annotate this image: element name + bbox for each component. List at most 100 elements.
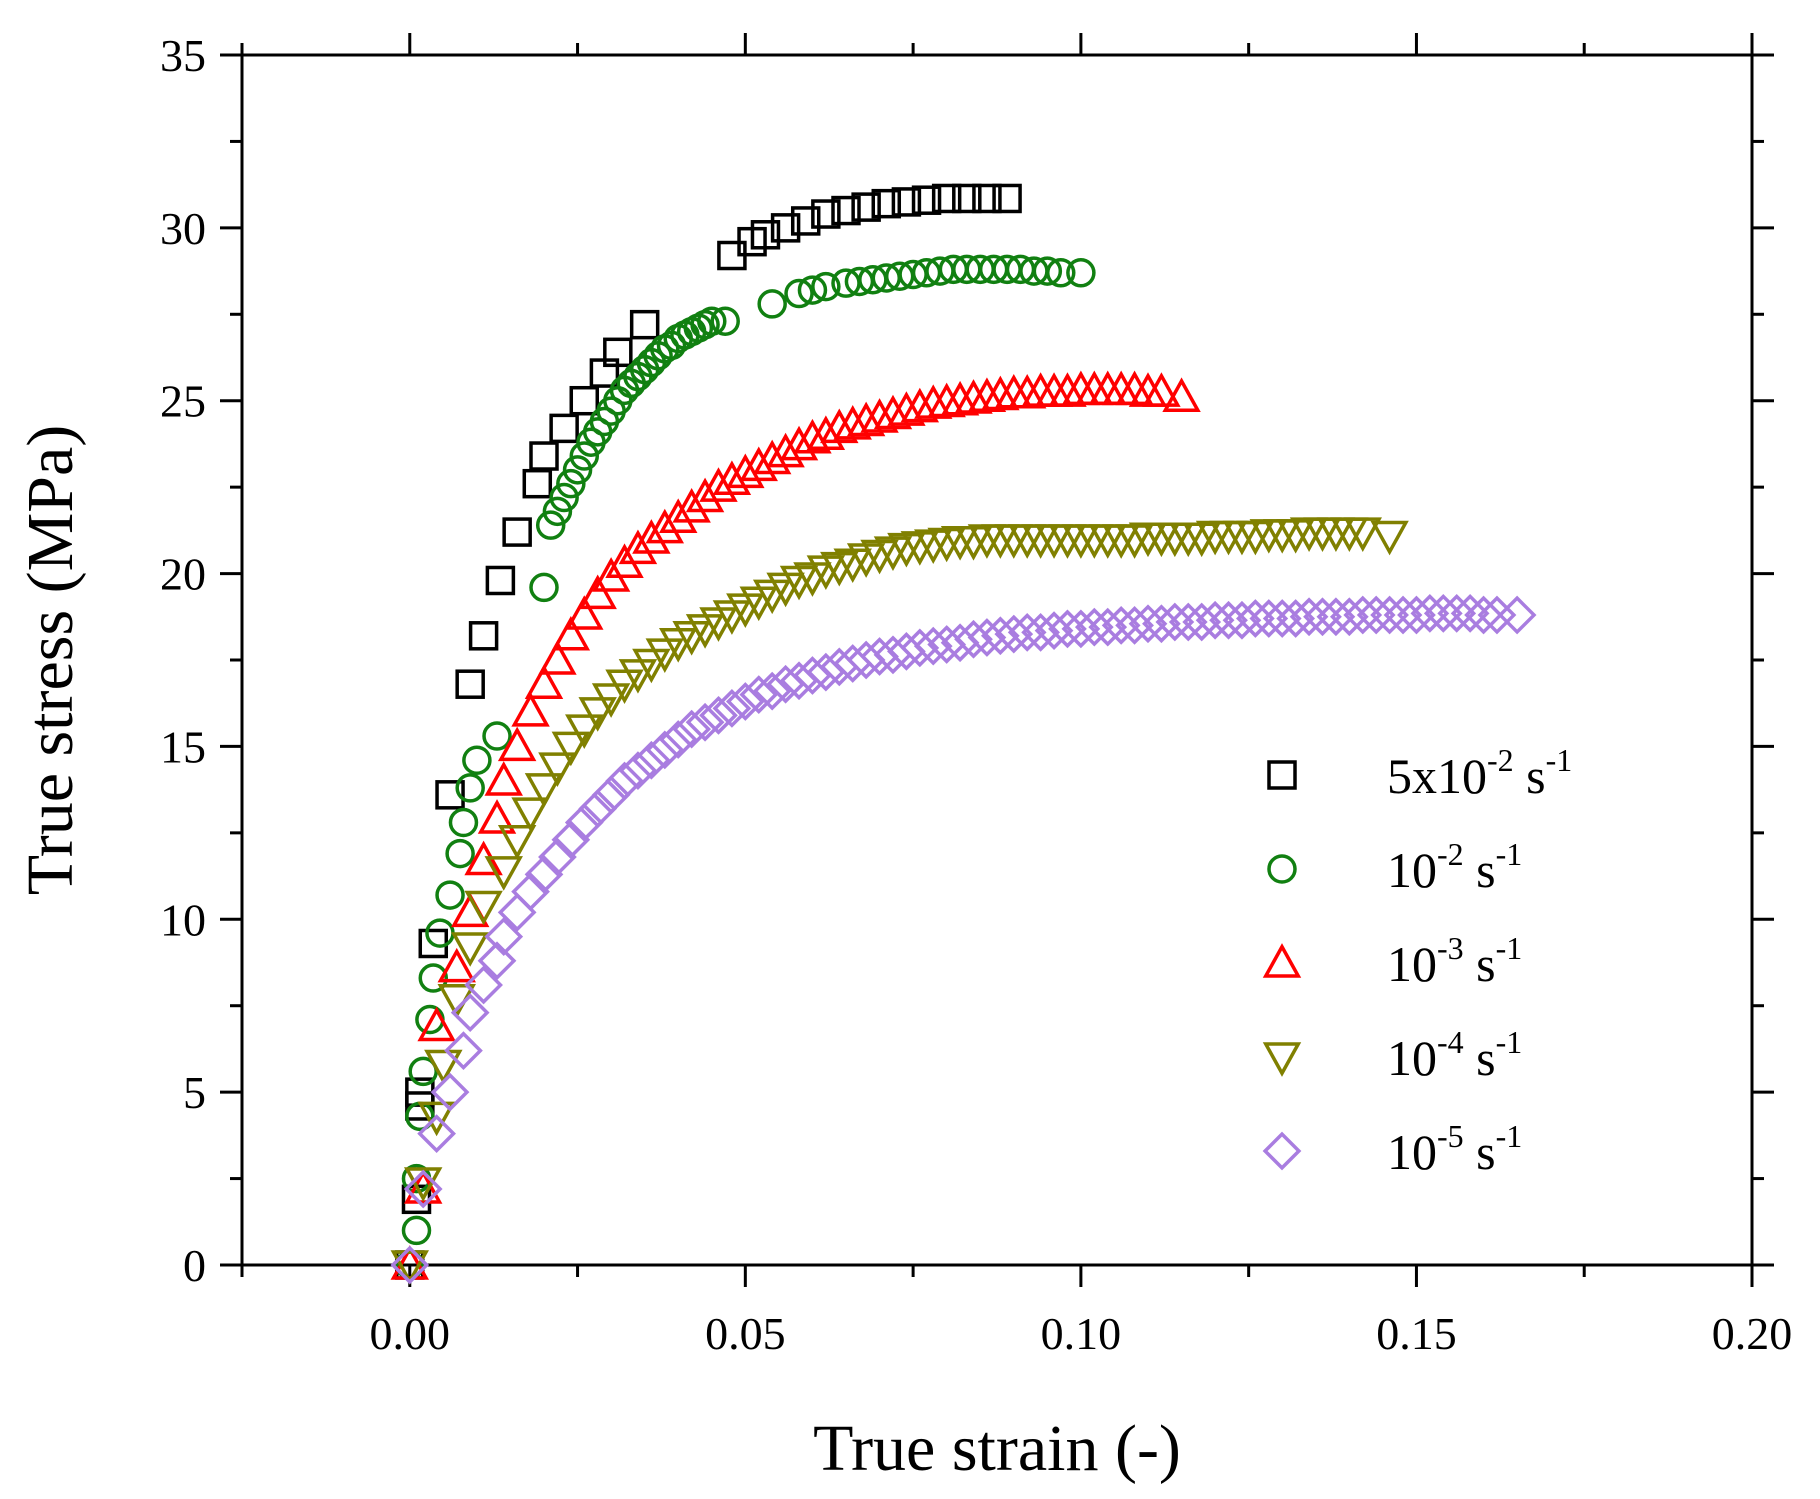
data-point xyxy=(699,467,738,502)
y-tick-label: 20 xyxy=(160,549,206,600)
data-point xyxy=(871,188,902,219)
data-point xyxy=(697,306,727,336)
legend-marker xyxy=(1267,760,1297,790)
legend-marker xyxy=(1267,854,1297,884)
data-point xyxy=(484,856,523,891)
data-point xyxy=(757,289,787,319)
data-point xyxy=(1262,599,1302,638)
data-point xyxy=(790,206,821,236)
data-point xyxy=(435,780,465,810)
data-point xyxy=(417,1006,456,1042)
data-point xyxy=(564,803,604,842)
data-point xyxy=(1046,258,1076,288)
y-tick-label: 0 xyxy=(183,1240,206,1291)
data-point xyxy=(418,963,449,993)
data-point xyxy=(497,825,537,860)
legend-label: 10-3 s-1 xyxy=(1387,930,1522,992)
legend-base: 10 xyxy=(1387,936,1437,992)
data-point xyxy=(833,405,872,440)
data-point xyxy=(448,807,479,838)
data-point xyxy=(1182,602,1222,642)
data-point xyxy=(1343,595,1383,635)
data-point xyxy=(887,391,926,426)
data-point xyxy=(672,709,712,749)
data-point xyxy=(569,385,600,416)
data-point xyxy=(535,510,566,540)
data-point xyxy=(860,398,899,433)
legend-base: 5x10 xyxy=(1387,748,1487,804)
legend-marker xyxy=(1262,943,1302,978)
data-point xyxy=(632,740,671,780)
y-tick-label: 30 xyxy=(160,203,206,254)
data-point xyxy=(725,682,765,721)
data-point xyxy=(1101,606,1141,645)
data-point xyxy=(1155,602,1195,642)
data-point xyxy=(712,689,752,728)
y-axis-title: True stress (MPa) xyxy=(14,425,87,896)
data-point xyxy=(1048,609,1087,649)
data-point xyxy=(685,702,725,742)
data-point xyxy=(497,892,537,932)
data-point xyxy=(820,408,859,444)
data-point xyxy=(403,1167,443,1202)
data-point xyxy=(779,425,819,461)
y-tick-label: 35 xyxy=(160,30,206,81)
data-point xyxy=(1074,607,1114,647)
data-point xyxy=(851,192,881,222)
legend-unit-exponent: -1 xyxy=(1496,836,1523,872)
data-point xyxy=(403,1169,443,1209)
data-point xyxy=(1383,595,1423,635)
data-point xyxy=(455,773,485,803)
data-point xyxy=(484,761,523,796)
legend-exponent: -3 xyxy=(1437,930,1464,966)
legend-unit-exponent: -1 xyxy=(1496,1024,1523,1060)
data-point xyxy=(900,387,940,423)
data-point xyxy=(672,488,711,523)
x-tick-label: 0.05 xyxy=(705,1308,786,1359)
data-point xyxy=(726,453,765,489)
data-point xyxy=(618,751,658,791)
legend-unit-exponent: -1 xyxy=(1496,1118,1523,1154)
data-point xyxy=(1370,520,1409,556)
data-point xyxy=(645,730,685,770)
legend-unit: s xyxy=(1464,1030,1496,1086)
data-point xyxy=(524,773,564,808)
y-tick-label: 5 xyxy=(183,1067,206,1118)
data-point xyxy=(497,726,537,762)
data-point xyxy=(911,185,942,215)
data-point xyxy=(603,337,633,368)
legend-unit-exponent: -1 xyxy=(1546,742,1573,778)
legend-base: 10 xyxy=(1387,842,1437,898)
data-point xyxy=(578,697,617,732)
data-point xyxy=(793,418,832,454)
x-tick-label: 0.00 xyxy=(370,1308,451,1359)
data-point xyxy=(752,439,792,475)
data-point xyxy=(685,477,725,513)
data-point xyxy=(401,1215,432,1246)
data-point xyxy=(811,271,841,302)
data-point xyxy=(645,638,685,673)
data-point xyxy=(1437,593,1477,633)
data-point xyxy=(542,496,573,527)
legend-label: 10-5 s-1 xyxy=(1387,1118,1522,1180)
data-point xyxy=(1397,595,1436,635)
data-point xyxy=(477,941,517,981)
data-point xyxy=(1236,599,1275,638)
legend-unit-exponent: -1 xyxy=(1496,930,1523,966)
legend: 5x10-2 s-110-2 s-110-3 s-110-4 s-110-5 s… xyxy=(1262,742,1573,1180)
data-point xyxy=(484,917,524,956)
y-tick-label: 10 xyxy=(160,894,206,945)
legend-unit: s xyxy=(1464,842,1496,898)
data-point xyxy=(562,455,593,485)
legend-label: 10-4 s-1 xyxy=(1387,1024,1522,1086)
data-point xyxy=(994,614,1034,654)
data-point xyxy=(1370,595,1409,635)
data-point xyxy=(435,880,465,910)
x-tick-label: 0.20 xyxy=(1712,1308,1793,1359)
series-4 xyxy=(390,593,1537,1285)
data-point xyxy=(468,621,499,651)
x-axis-ticks: 0.00 0.05 0.10 0.15 0.20 xyxy=(240,33,1793,1359)
data-point xyxy=(1316,597,1356,637)
data-point xyxy=(710,306,740,336)
